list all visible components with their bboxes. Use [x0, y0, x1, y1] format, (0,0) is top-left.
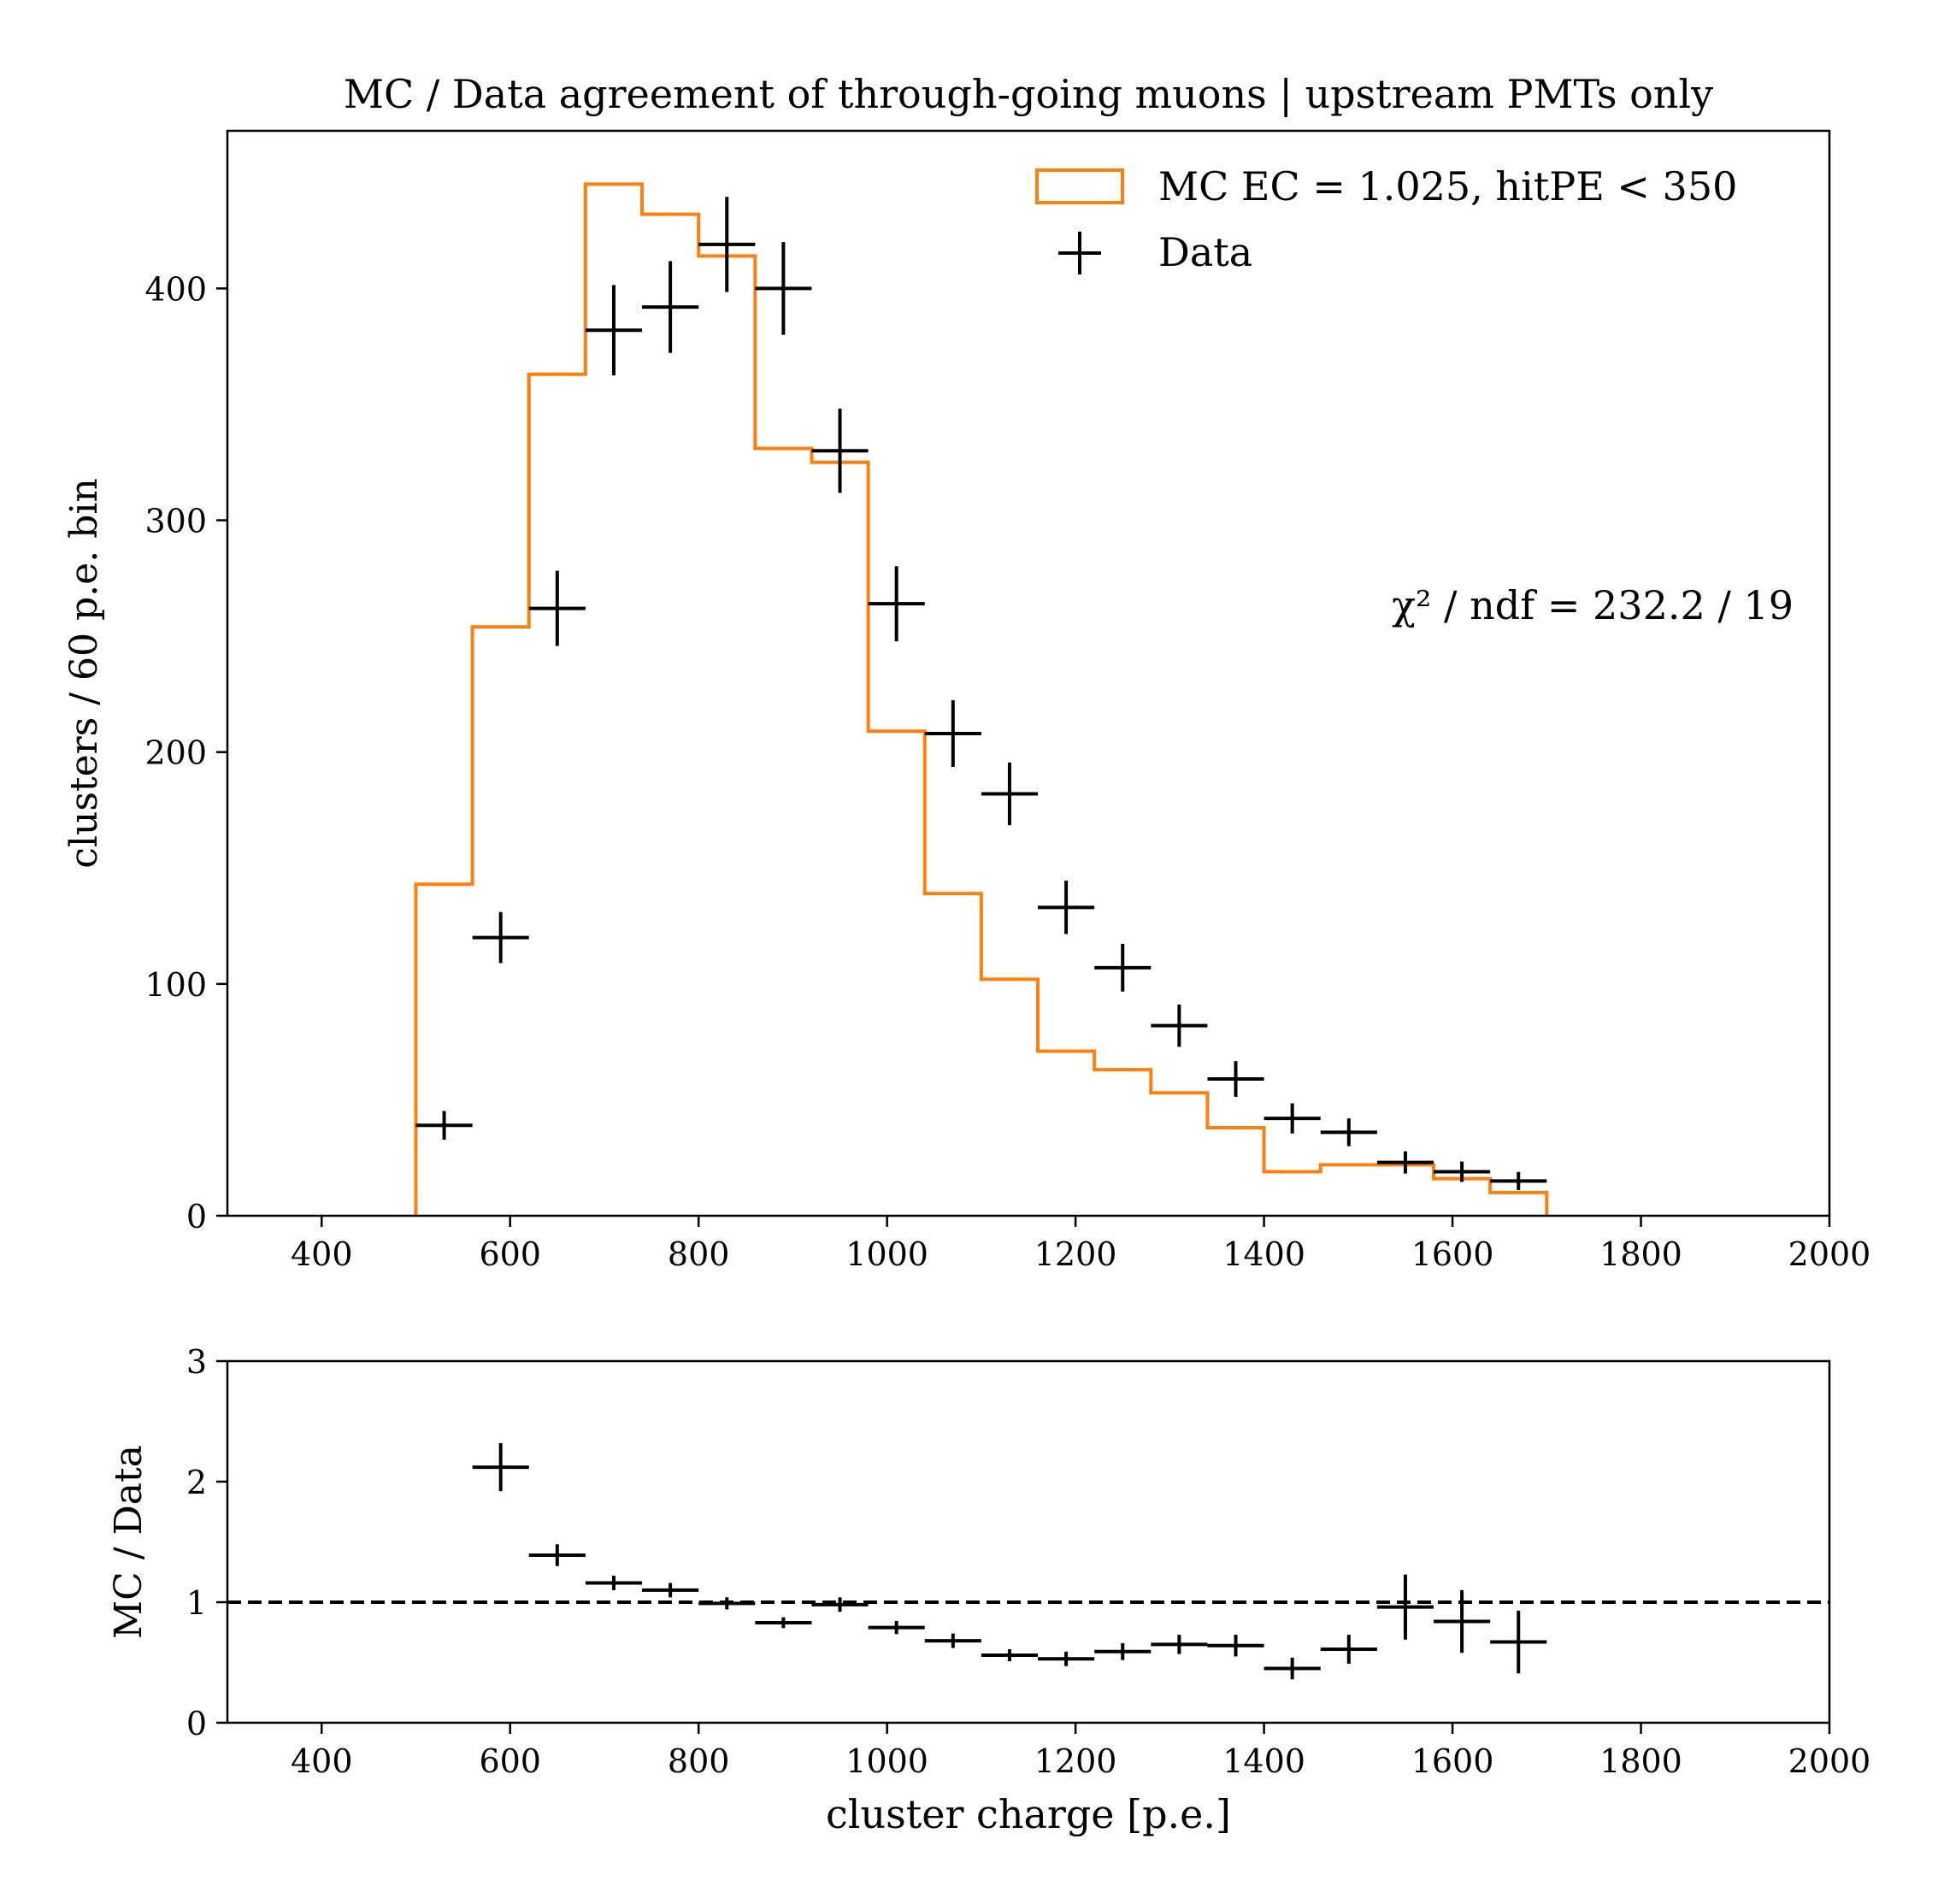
main-data-point	[755, 242, 812, 335]
main-data-point	[1264, 1103, 1321, 1134]
main-x-tick-label: 600	[479, 1235, 541, 1273]
ratio-data-point	[585, 1575, 643, 1590]
ratio-x-axis-label: cluster charge [p.e.]	[826, 1791, 1231, 1837]
main-data-point	[1151, 1004, 1208, 1047]
main-data-point	[1038, 881, 1095, 934]
main-y-tick-label: 100	[144, 966, 207, 1004]
ratio-data-point	[698, 1597, 756, 1610]
ratio-x-tick-label: 1400	[1222, 1742, 1305, 1780]
main-data-point	[811, 408, 869, 493]
ratio-data-point	[1264, 1657, 1321, 1680]
main-data-point	[924, 699, 981, 768]
ratio-data-point	[1490, 1610, 1547, 1674]
ratio-y-tick-label: 3	[186, 1343, 207, 1381]
main-y-axis-label: clusters / 60 p.e. bin	[62, 478, 106, 868]
main-mc-step-histogram	[414, 182, 1549, 1216]
legend-data-label: Data	[1158, 229, 1252, 275]
main-y-tick-label: 300	[144, 503, 207, 540]
main-chart-title: MC / Data agreement of through-going muo…	[344, 71, 1713, 117]
main-x-tick-label: 1200	[1034, 1235, 1117, 1273]
ratio-y-axis-label: MC / Data	[107, 1445, 150, 1639]
main-data-point	[981, 762, 1039, 826]
ratio-x-tick-label: 400	[291, 1742, 353, 1780]
legend-mc-label: MC EC = 1.025, hitPE < 350	[1158, 163, 1737, 209]
main-data-point	[1207, 1061, 1264, 1097]
ratio-data-point	[642, 1583, 699, 1598]
ratio-y-tick-label: 0	[186, 1705, 207, 1742]
ratio-data-point	[755, 1617, 812, 1629]
main-data-point	[1094, 943, 1152, 992]
ratio-data-point	[868, 1620, 925, 1635]
ratio-x-tick-label: 800	[668, 1742, 730, 1780]
main-data-point	[868, 566, 925, 642]
main-x-tick-label: 400	[291, 1235, 353, 1273]
ratio-x-tick-label: 1200	[1034, 1742, 1117, 1780]
main-data-point	[642, 261, 699, 353]
main-data-point	[472, 911, 529, 964]
main-y-tick-label: 0	[186, 1198, 207, 1235]
ratio-y-tick-label: 2	[186, 1464, 207, 1501]
ratio-data-point	[1320, 1635, 1377, 1664]
ratio-data-point	[924, 1633, 981, 1648]
main-y-tick-label: 200	[144, 734, 207, 772]
ratio-x-tick-label: 600	[479, 1742, 541, 1780]
ratio-x-tick-label: 1600	[1411, 1742, 1494, 1780]
main-x-tick-label: 1800	[1599, 1235, 1682, 1273]
ratio-x-tick-label: 1000	[845, 1742, 928, 1780]
main-y-tick-label: 400	[144, 270, 207, 308]
main-data-point	[1376, 1151, 1434, 1174]
ratio-data-point	[1207, 1635, 1264, 1657]
main-data-point	[528, 570, 586, 646]
ratio-data-point	[528, 1544, 586, 1566]
main-data-point	[585, 285, 643, 376]
chi2-annotation: χ² / ndf = 232.2 / 19	[1392, 582, 1794, 628]
main-axes-frame	[226, 129, 1831, 1217]
ratio-axes-frame	[226, 1359, 1831, 1724]
ratio-data-point	[1376, 1574, 1434, 1640]
ratio-data-point	[1038, 1651, 1095, 1666]
main-x-tick-label: 1400	[1222, 1235, 1305, 1273]
main-data-point	[1434, 1161, 1491, 1182]
main-data-point	[1320, 1118, 1377, 1147]
legend-mc-swatch	[1035, 168, 1124, 204]
ratio-data-point	[1434, 1589, 1491, 1653]
main-x-tick-label: 2000	[1788, 1235, 1871, 1273]
ratio-x-tick-label: 1800	[1599, 1742, 1682, 1780]
ratio-data-point	[1151, 1635, 1208, 1654]
main-data-point	[698, 197, 756, 292]
ratio-y-tick-label: 1	[186, 1584, 207, 1622]
ratio-data-point	[1094, 1642, 1152, 1660]
ratio-data-point	[981, 1648, 1039, 1662]
ratio-x-tick-label: 2000	[1788, 1742, 1871, 1780]
main-data-point	[1490, 1171, 1547, 1190]
main-x-tick-label: 1600	[1411, 1235, 1494, 1273]
main-data-point	[415, 1111, 473, 1141]
main-x-tick-label: 1000	[845, 1235, 928, 1273]
main-x-tick-label: 800	[668, 1235, 730, 1273]
ratio-data-point	[811, 1597, 869, 1612]
ratio-data-point	[472, 1442, 529, 1492]
